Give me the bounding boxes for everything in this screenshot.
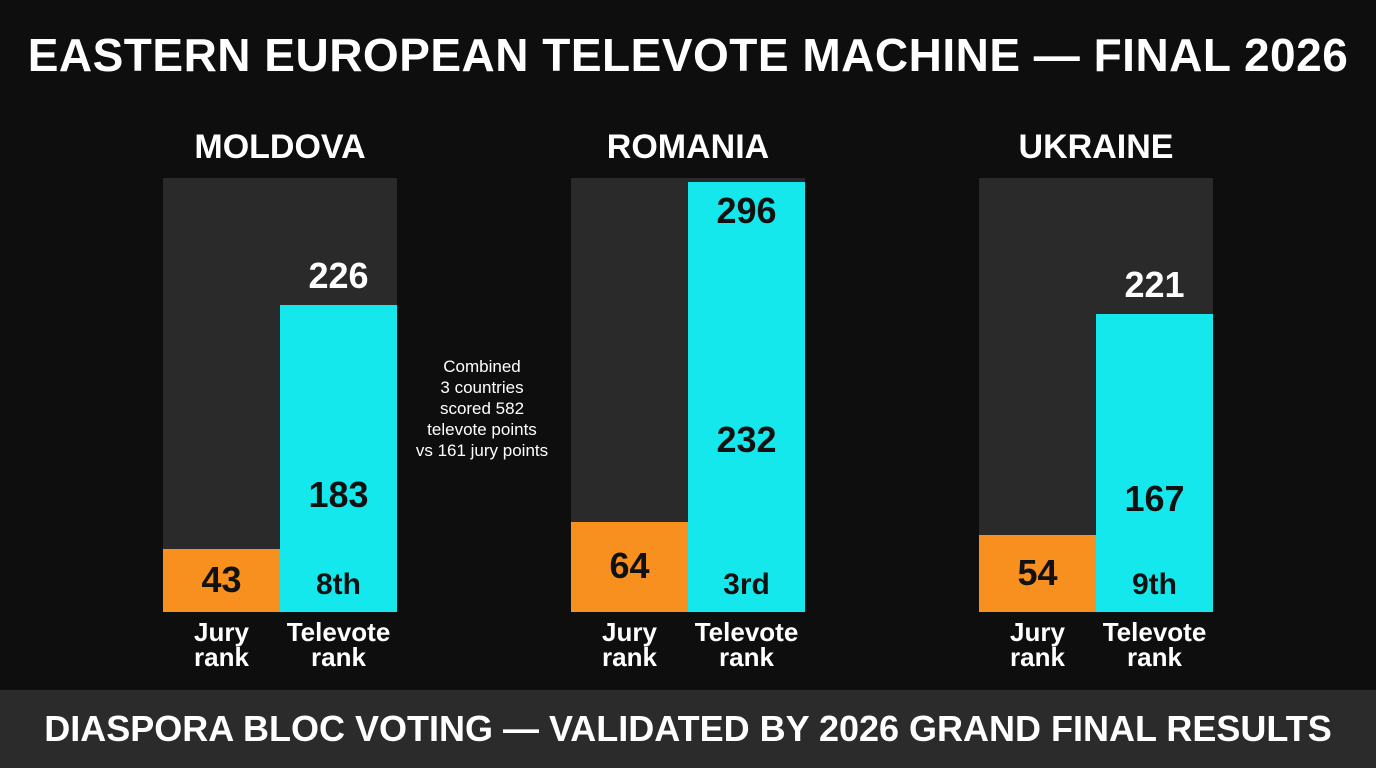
televote-rank-axis-label: Televote rank: [1096, 617, 1213, 672]
televote-bar: 232 3rd: [688, 182, 805, 612]
annotation-note: Combined 3 countries scored 582 televote…: [404, 356, 560, 461]
televote-axis-label-word: rank: [1127, 642, 1182, 672]
jury-rank-axis-label: Jury rank: [979, 617, 1096, 672]
televote-mid-label: 167: [1124, 477, 1185, 519]
televote-rank-axis-label: Televote rank: [280, 617, 397, 672]
note-line: vs 161 jury points: [415, 441, 549, 460]
jury-bar: 54: [979, 535, 1096, 612]
bar-panel-moldova: 43 183 8th 226: [163, 178, 397, 612]
note-line: Combined: [443, 357, 521, 376]
chart-title: EASTERN EUROPEAN TELEVOTE MACHINE — FINA…: [27, 29, 1349, 81]
footer-banner: DIASPORA BLOC VOTING — VALIDATED BY 2026…: [0, 690, 1376, 768]
televote-rank-label: 3rd: [723, 568, 770, 601]
jury-rank-axis-label: Jury rank: [571, 617, 688, 672]
jury-bar: 43: [163, 549, 280, 612]
televote-axis-label-word: rank: [311, 642, 366, 672]
televote-rank-label: 8th: [316, 568, 361, 601]
jury-value-label: 54: [1017, 551, 1058, 593]
jury-axis-label-word: Jury: [194, 617, 249, 647]
televote-top-label: 221: [1124, 264, 1185, 305]
country-name-ukraine: UKRAINE: [1018, 128, 1174, 166]
jury-axis-label-word: Jury: [1010, 617, 1065, 647]
note-line: 3 countries: [440, 378, 524, 397]
televote-bar: 167 9th: [1096, 314, 1213, 612]
banner-text: DIASPORA BLOC VOTING — VALIDATED BY 2026…: [44, 708, 1332, 749]
country-name-romania: ROMANIA: [606, 128, 770, 166]
televote-top-label: 296: [716, 190, 777, 231]
televote-axis-label-word: rank: [719, 642, 774, 672]
note-line: televote points: [427, 420, 537, 439]
jury-axis-label-word: rank: [602, 642, 657, 672]
televote-axis-label-word: Televote: [694, 617, 799, 647]
televote-rank-label: 9th: [1132, 568, 1177, 601]
jury-axis-label-word: Jury: [602, 617, 657, 647]
televote-bar: 183 8th: [280, 305, 397, 612]
jury-value-label: 43: [201, 558, 242, 600]
jury-bar: 64: [571, 522, 688, 612]
jury-value-label: 64: [609, 545, 650, 586]
jury-axis-label-word: rank: [194, 642, 249, 672]
bar-panel-romania: 64 232 3rd 296: [571, 178, 805, 612]
bar-panel-ukraine: 54 167 9th 221: [979, 178, 1213, 612]
televote-rank-axis-label: Televote rank: [688, 617, 805, 672]
jury-axis-label-word: rank: [1010, 642, 1065, 672]
televote-axis-label-word: Televote: [286, 617, 391, 647]
note-line: scored 582: [439, 399, 525, 418]
televote-mid-label: 183: [308, 473, 369, 515]
televote-mid-label: 232: [716, 418, 777, 460]
televote-top-label: 226: [308, 255, 369, 296]
jury-rank-axis-label: Jury rank: [163, 617, 280, 672]
televote-axis-label-word: Televote: [1102, 617, 1207, 647]
country-name-moldova: MOLDOVA: [194, 128, 366, 166]
